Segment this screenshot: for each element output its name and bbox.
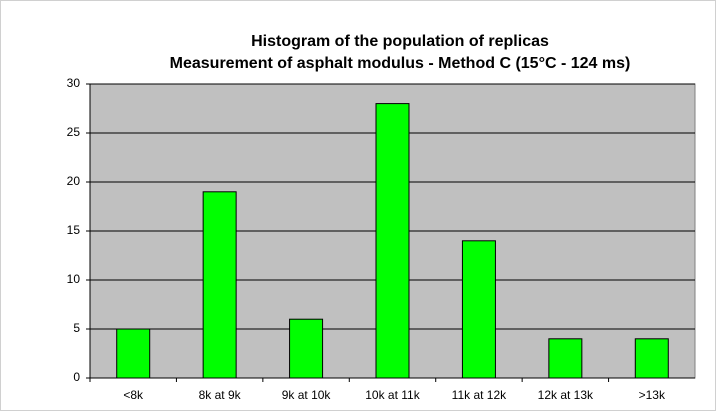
y-tick-label: 5 [73, 321, 80, 335]
chart-title: Histogram of the population of replicas [251, 33, 549, 50]
y-tick-label: 30 [67, 76, 81, 90]
bar [548, 338, 583, 379]
x-tick-label: >13k [639, 388, 666, 402]
x-tick-label: <8k [123, 388, 144, 402]
y-tick-label: 15 [67, 223, 81, 237]
x-tick-label: 10k at 11k [365, 388, 420, 402]
bar [289, 318, 324, 379]
x-tick-label: 12k at 13k [538, 388, 594, 402]
bar [375, 103, 410, 379]
y-tick-label: 25 [67, 125, 81, 139]
y-tick-label: 0 [73, 370, 80, 384]
bar [634, 338, 669, 379]
x-tick-label: 11k at 12k [452, 388, 507, 402]
bar [202, 191, 237, 379]
y-tick-label: 20 [67, 174, 81, 188]
y-tick-label: 10 [67, 272, 81, 286]
x-tick-label: 9k at 10k [282, 388, 332, 402]
bar [116, 328, 151, 379]
chart-subtitle: Measurement of asphalt modulus - Method … [170, 55, 631, 72]
x-tick-label: 8k at 9k [199, 388, 242, 402]
bar [461, 240, 496, 379]
